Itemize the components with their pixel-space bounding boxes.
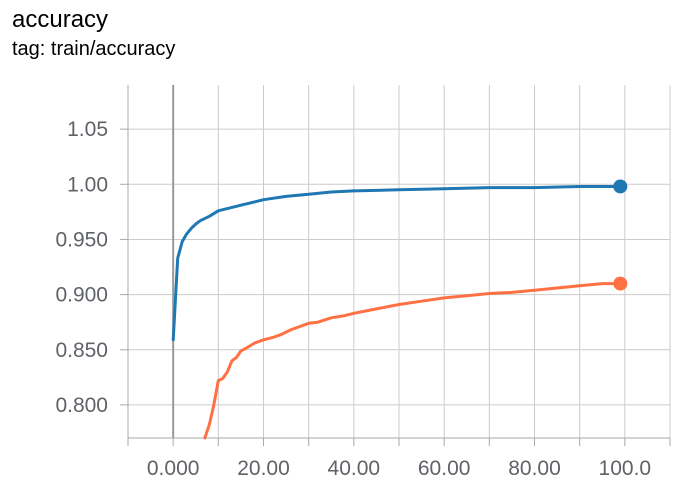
x-tick-label: 0.000 [147, 457, 200, 480]
x-tick-label: 20.00 [237, 457, 290, 480]
chart-axes [120, 85, 671, 446]
chart-series-group [171, 179, 628, 440]
x-tick-label: 60.00 [418, 457, 471, 480]
chart-grid [127, 85, 671, 438]
x-tick-label: 100.0 [599, 457, 652, 480]
x-tick-label: 80.00 [508, 457, 561, 480]
series-line-1[interactable] [171, 185, 622, 342]
y-tick-label: 1.00 [67, 173, 108, 196]
y-tick-label: 0.900 [55, 284, 108, 307]
x-tick-label: 40.00 [328, 457, 381, 480]
y-tick-label: 0.850 [55, 339, 108, 362]
y-tick-label: 0.800 [55, 394, 108, 417]
chart-title: accuracy [12, 6, 109, 33]
y-tick-label: 0.950 [55, 228, 108, 251]
series-end-marker-2[interactable] [613, 276, 628, 291]
series-line-2[interactable] [203, 282, 622, 440]
y-tick-label: 1.05 [67, 118, 108, 141]
series-end-marker-1[interactable] [613, 179, 628, 194]
chart-tag: tag: train/accuracy [12, 38, 176, 60]
chart-tick-labels: 0.000 20.00 40.00 60.00 80.00 100.0 0.800 0.850… [55, 118, 651, 480]
